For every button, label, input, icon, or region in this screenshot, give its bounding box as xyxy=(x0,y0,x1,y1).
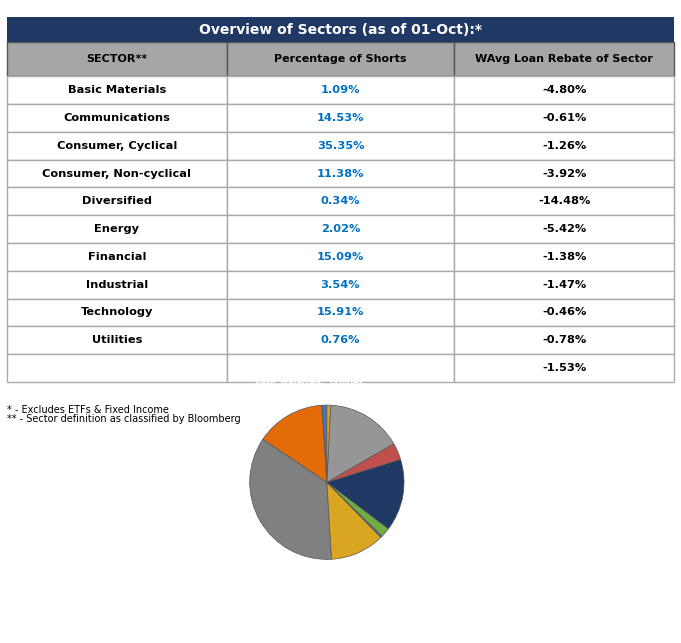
Text: Diversified,
0.34%: Diversified, 0.34% xyxy=(394,539,443,559)
Wedge shape xyxy=(263,405,327,482)
Wedge shape xyxy=(327,482,382,538)
Text: Financial,
15.09%: Financial, 15.09% xyxy=(419,489,462,508)
Text: Consumer, Non-cyclical,
11.38%: Consumer, Non-cyclical, 11.38% xyxy=(365,559,469,578)
Text: Energy,
2.02%: Energy, 2.02% xyxy=(398,534,431,554)
Text: Percentage of Shorts: Percentage of Shorts xyxy=(27,447,193,461)
Wedge shape xyxy=(327,482,381,559)
Text: Industrial,
3.54%: Industrial, 3.54% xyxy=(413,435,458,454)
Wedge shape xyxy=(250,439,332,559)
Text: Overview of Sectors (as of 01-Oct):*: Overview of Sectors (as of 01-Oct):* xyxy=(199,23,482,37)
Text: Basic Materials,
1.09%: Basic Materials, 1.09% xyxy=(255,379,323,398)
Text: Communications,
14.53%: Communications, 14.53% xyxy=(205,391,280,410)
Wedge shape xyxy=(327,482,388,536)
Wedge shape xyxy=(327,405,394,482)
Wedge shape xyxy=(321,405,327,482)
Wedge shape xyxy=(327,405,330,482)
Wedge shape xyxy=(327,459,404,529)
Text: Utilities,
0.76%: Utilities, 0.76% xyxy=(329,379,366,398)
Wedge shape xyxy=(327,444,400,482)
Text: * - Excludes ETFs & Fixed Income: * - Excludes ETFs & Fixed Income xyxy=(7,405,169,415)
Text: Technology,
15.91%: Technology, 15.91% xyxy=(376,392,427,412)
Text: ** - Sector definition as classified by Bloomberg: ** - Sector definition as classified by … xyxy=(7,415,240,424)
Text: Consumer, Cyclical,
35.35%: Consumer, Cyclical, 35.35% xyxy=(161,520,245,539)
